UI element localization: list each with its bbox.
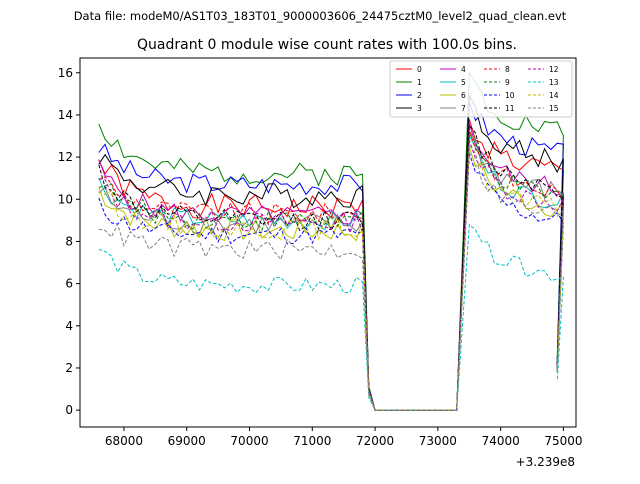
x-tick-label: 73000: [419, 434, 457, 448]
x-axis: 68000 69000 70000 71000 72000 73000 74000 75000: [105, 427, 583, 448]
y-tick-label: 2: [65, 361, 73, 375]
series-line-8: [98, 129, 564, 411]
y-tick-label: 4: [65, 319, 73, 333]
series-line-5: [98, 134, 564, 411]
y-tick-label: 14: [58, 108, 73, 122]
legend-label-13: 13: [549, 78, 559, 87]
y-tick-label: 16: [58, 66, 73, 80]
legend-label-10: 10: [505, 91, 515, 100]
series-line-11: [98, 124, 564, 411]
legend-label-7: 7: [461, 104, 466, 113]
series-line-12: [98, 140, 564, 411]
series-line-13: [98, 223, 564, 411]
y-axis: 0 2 4 6 8 10 12 14 16: [58, 66, 80, 417]
y-tick-label: 12: [58, 150, 73, 164]
x-tick-label: 68000: [105, 434, 143, 448]
legend-label-3: 3: [417, 104, 422, 113]
chart-suptitle: Data file: modeM0/AS1T03_183T01_90000036…: [74, 9, 567, 23]
legend-label-9: 9: [505, 78, 510, 87]
series-line-15: [98, 142, 564, 411]
legend-label-4: 4: [461, 65, 466, 74]
chart-title: Quadrant 0 module wise count rates with …: [137, 37, 517, 53]
legend-label-6: 6: [461, 91, 466, 100]
legend-label-14: 14: [549, 91, 559, 100]
x-tick-label: 70000: [230, 434, 268, 448]
series-line-14: [98, 148, 564, 411]
y-tick-label: 0: [65, 403, 73, 417]
x-offset-label: +3.239e8: [516, 455, 575, 469]
y-tick-label: 10: [58, 192, 73, 206]
x-tick-label: 72000: [356, 434, 394, 448]
legend-label-2: 2: [417, 91, 422, 100]
x-tick-label: 69000: [168, 434, 206, 448]
legend-label-8: 8: [505, 65, 510, 74]
y-tick-label: 6: [65, 277, 73, 291]
legend-label-11: 11: [505, 104, 515, 113]
x-tick-label: 75000: [544, 434, 582, 448]
legend-label-15: 15: [549, 104, 559, 113]
legend-box: [389, 60, 573, 118]
legend-label-1: 1: [417, 78, 422, 87]
legend-label-5: 5: [461, 78, 466, 87]
legend-label-0: 0: [417, 65, 422, 74]
series-line-9: [98, 132, 564, 411]
legend-label-12: 12: [549, 65, 559, 74]
series-line-2: [98, 102, 564, 411]
x-tick-label: 74000: [482, 434, 520, 448]
y-tick-label: 8: [65, 234, 73, 248]
series-lines: [98, 71, 564, 411]
x-tick-label: 71000: [293, 434, 331, 448]
series-line-0: [98, 118, 564, 411]
plot-area-frame: [79, 57, 577, 428]
series-line-3: [98, 94, 564, 411]
